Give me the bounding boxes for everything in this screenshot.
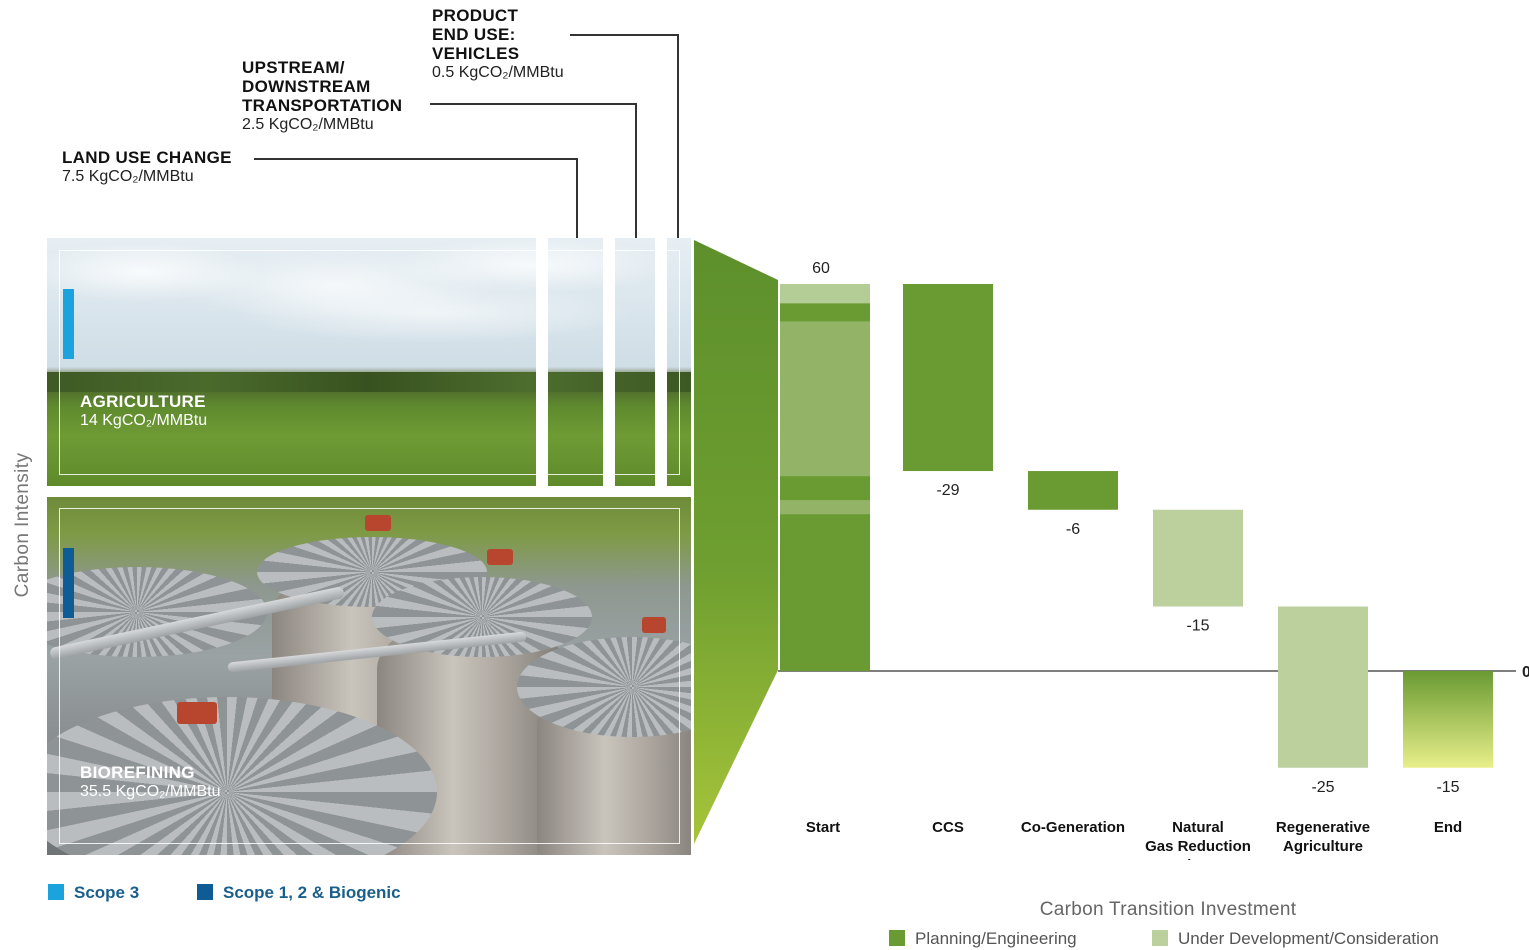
leader-line	[430, 103, 636, 105]
callout-title: UPSTREAM/ DOWNSTREAM TRANSPORTATION	[242, 58, 403, 115]
category-labels-group: Start CCS Co-Generation Natural Gas Reductio…	[806, 819, 1462, 860]
callout-transportation: UPSTREAM/ DOWNSTREAM TRANSPORTATION 2.5 …	[242, 58, 402, 134]
leader-line	[570, 34, 678, 36]
photo-gap	[655, 238, 667, 486]
scope12-marker	[63, 548, 74, 618]
value-label: -29	[936, 482, 959, 499]
agriculture-frame	[548, 250, 603, 475]
photo-gap	[536, 238, 548, 486]
scope3-marker	[63, 289, 74, 359]
callout-product-end-use: PRODUCT END USE: VEHICLES 0.5 KgCO₂/MMBt…	[432, 6, 564, 82]
leader-line	[677, 34, 679, 238]
bar-regenerative-agriculture	[1278, 606, 1368, 768]
category-label: End	[1434, 819, 1462, 836]
callout-title: PRODUCT END USE: VEHICLES	[432, 6, 520, 63]
callout-value: 7.5 KgCO₂/MMBtu	[62, 168, 194, 185]
category-label: Agriculture	[1283, 838, 1363, 855]
category-label: & Replacement	[1144, 857, 1252, 860]
callout-value: 2.5 KgCO₂/MMBtu	[242, 116, 374, 133]
y-axis-title: Carbon Intensity	[12, 452, 33, 598]
leader-line	[254, 158, 577, 160]
sky-clouds	[47, 238, 691, 375]
photo-gap	[603, 238, 615, 486]
start-bar-band	[780, 321, 870, 477]
bar-ccs	[903, 284, 993, 472]
biorefining-frame	[59, 508, 680, 844]
callout-value: 0.5 KgCO₂/MMBtu	[432, 64, 564, 81]
agriculture-label: AGRICULTURE 14 KgCO₂/MMBtu	[80, 392, 208, 429]
value-label: -15	[1436, 779, 1459, 796]
agriculture-frame	[615, 250, 655, 475]
leader-line	[576, 158, 578, 238]
biorefining-photo	[47, 497, 691, 855]
category-label: Co-Generation	[1021, 819, 1125, 836]
agriculture-photo	[47, 238, 691, 486]
category-label: Gas Reduction	[1145, 838, 1251, 855]
agriculture-frame	[59, 250, 537, 475]
bars-group	[780, 284, 1493, 768]
scope12-legend: Scope 1, 2 & Biogenic	[197, 883, 401, 903]
agriculture-frame	[667, 250, 680, 475]
legend-development: Under Development/Consideration	[1152, 929, 1439, 949]
legend-planning: Planning/Engineering	[889, 929, 1077, 949]
start-bar-band	[780, 500, 870, 515]
category-label: Regenerative	[1276, 819, 1370, 836]
callout-land-use: LAND USE CHANGE 7.5 KgCO₂/MMBtu	[62, 148, 232, 186]
bar-natural-gas-reduction-replacement	[1153, 509, 1243, 607]
value-label: -25	[1311, 779, 1334, 796]
scope12-swatch	[197, 884, 213, 900]
value-label: 60	[812, 260, 830, 277]
callout-title: LAND USE CHANGE	[62, 148, 232, 167]
bar-end	[1403, 671, 1493, 768]
x-axis-title: Carbon Transition Investment	[1039, 899, 1297, 920]
category-label: Natural	[1172, 819, 1224, 836]
start-bar-band	[780, 284, 870, 304]
bar-co-generation	[1028, 471, 1118, 510]
value-label: -6	[1066, 521, 1080, 538]
value-labels-group: 60 -29 -6 -15 -25 -15	[812, 260, 1460, 796]
leader-line	[635, 103, 637, 238]
biorefining-label: BIOREFINING 35.5 KgCO₂/MMBtu	[80, 763, 221, 800]
value-label: -15	[1186, 618, 1209, 635]
category-label: Start	[806, 819, 840, 836]
zero-label: 0	[1522, 664, 1529, 681]
treeline	[47, 371, 691, 392]
scope3-swatch	[48, 884, 64, 900]
waterfall-chart: 0 60 -29 -6 -15 -25 -15 Start CCS Co-Generation…	[694, 240, 1529, 860]
development-swatch	[1152, 930, 1168, 946]
category-label: CCS	[932, 819, 964, 836]
planning-swatch	[889, 930, 905, 946]
funnel-connector	[694, 240, 778, 844]
scope3-legend: Scope 3	[48, 883, 139, 903]
